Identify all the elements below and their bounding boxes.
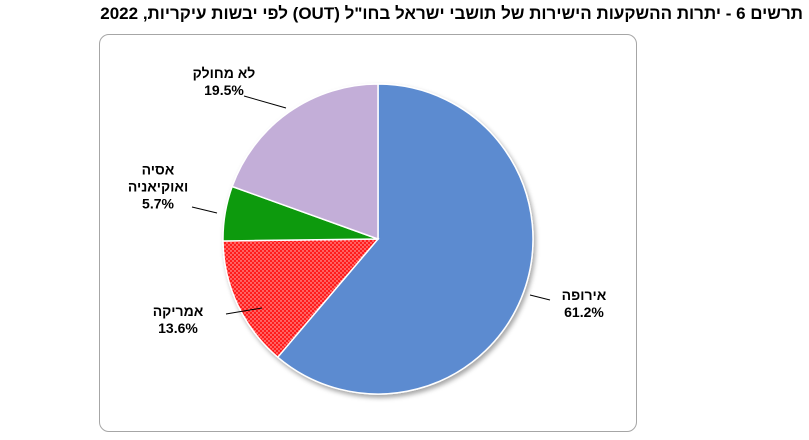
slice-name-label: אסיה bbox=[142, 162, 175, 178]
slice-label-2: אמריקה 13.6% bbox=[153, 303, 204, 336]
chart-title: תרשים 6 - יתרות ההשקעות הישירות של תושבי… bbox=[100, 4, 803, 23]
slice-name-label: אמריקה bbox=[153, 303, 204, 319]
slice-name-label: לא מחולק bbox=[193, 65, 256, 81]
slice-value-label: 61.2% bbox=[564, 304, 604, 320]
slice-label-4: לא מחולק 19.5% bbox=[193, 65, 256, 98]
leader-line-1 bbox=[529, 294, 551, 301]
slice-value-label: 13.6% bbox=[158, 320, 198, 336]
slice-value-label: 5.7% bbox=[142, 196, 174, 212]
leader-line-2 bbox=[225, 307, 263, 315]
leader-line-3 bbox=[191, 206, 218, 214]
pie-slice-1 bbox=[276, 83, 534, 395]
pie-slice-2 bbox=[222, 238, 380, 359]
slice-name-label: אירופה bbox=[562, 287, 607, 303]
pie-slice-4 bbox=[231, 83, 379, 241]
slice-label-3: אסיה ואוקיאניה 5.7% bbox=[128, 162, 188, 212]
slice-value-label: 19.5% bbox=[204, 82, 244, 98]
leader-line-4 bbox=[243, 95, 287, 109]
slice-label-1: אירופה 61.2% bbox=[562, 287, 607, 320]
slice-name-label: ואוקיאניה bbox=[128, 179, 188, 195]
